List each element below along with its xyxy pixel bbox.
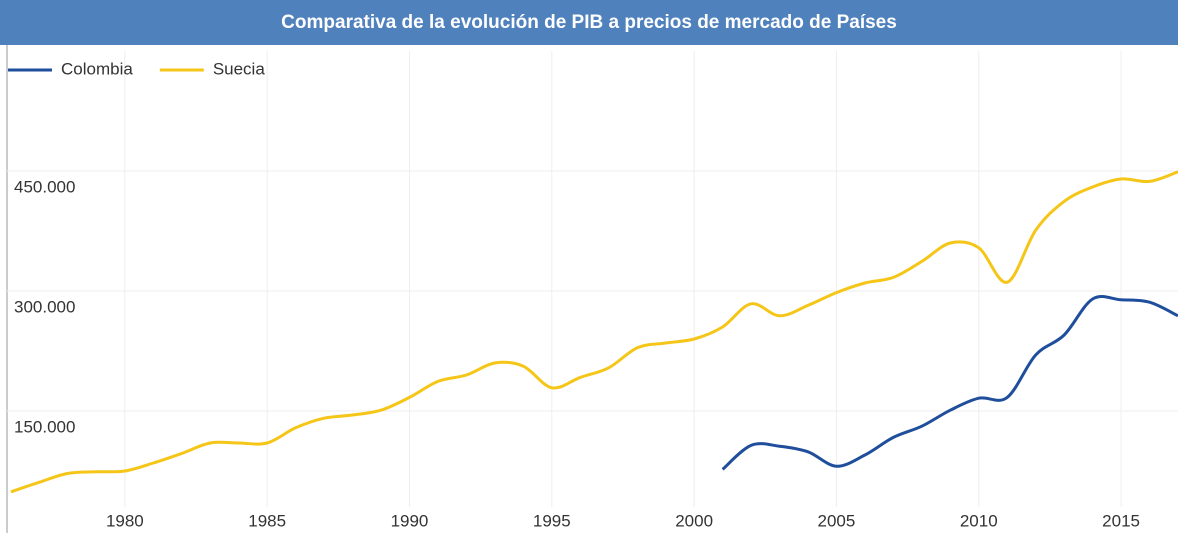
x-tick-label: 2000: [675, 511, 713, 530]
legend-label: Suecia: [213, 59, 266, 78]
line: [10, 170, 1178, 494]
x-tick-label: 2010: [960, 511, 998, 530]
x-tick-label: 1980: [106, 511, 144, 530]
title-bar: [0, 0, 1178, 45]
chart-title: Comparativa de la evolución de PIB a pre…: [281, 12, 897, 33]
line: [721, 295, 1178, 471]
legend-label: Colombia: [61, 59, 133, 78]
x-tick-label: 2015: [1102, 511, 1140, 530]
y-tick-label: 150.000: [14, 417, 75, 436]
x-tick-label: 1995: [533, 511, 571, 530]
y-tick-label: 450.000: [14, 177, 75, 196]
y-tick-label: 300.000: [14, 297, 75, 316]
x-tick-label: 2005: [818, 511, 856, 530]
x-tick-label: 1985: [248, 511, 286, 530]
x-tick-label: 1990: [391, 511, 429, 530]
